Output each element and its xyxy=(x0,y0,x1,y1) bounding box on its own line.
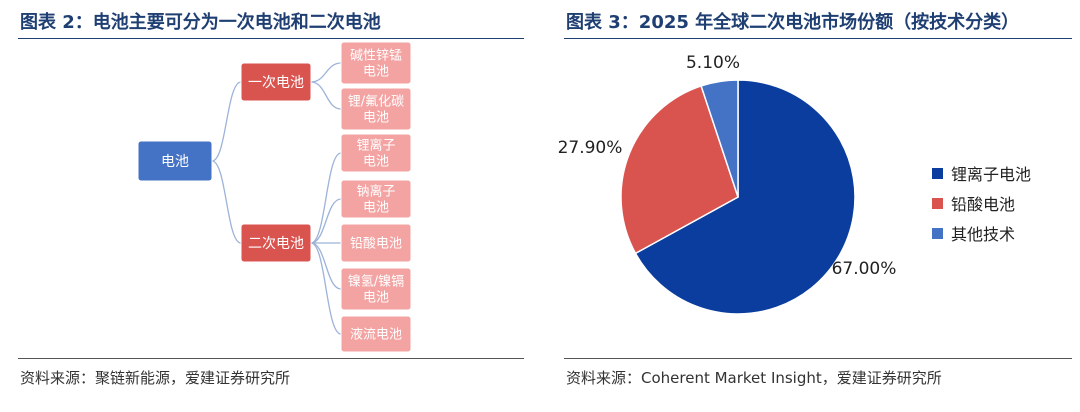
source-rule xyxy=(18,358,524,359)
node-label: 碱性锌锰 xyxy=(350,49,402,64)
figure-title: 图表 3：2025 年全球二次电池市场份额（按技术分类） xyxy=(566,12,1020,33)
title-rule xyxy=(18,38,524,39)
node-label: 铅酸电池 xyxy=(350,237,402,252)
connector-line xyxy=(310,242,342,290)
figure-source: 资料来源：聚链新能源，爱建证券研究所 xyxy=(20,369,291,387)
slice-data-label: 5.10% xyxy=(686,53,740,73)
connector-line xyxy=(310,62,342,83)
node-label: 钠离子 xyxy=(356,184,395,200)
tree-figure-panel: 图表 2：电池主要可分为一次电池和二次电池 电池 一次电池 二次电池 碱性锌锰 电池 锂/… xyxy=(0,0,532,412)
legend-swatch xyxy=(932,167,943,179)
title-rule xyxy=(564,38,1072,39)
battery-type-node: 液流电池 xyxy=(340,315,412,352)
node-label: 电池 xyxy=(363,291,389,306)
market-share-pie-chart: 67.00% 27.90% 5.10% xyxy=(558,53,897,315)
figure-source: 资料来源：Coherent Market Insight，爱建证券研究所 xyxy=(566,369,942,387)
figure-title: 图表 2：电池主要可分为一次电池和二次电池 xyxy=(20,12,381,33)
pie-slice xyxy=(700,79,739,198)
node-label: 一次电池 xyxy=(248,75,304,91)
node-label: 电池 xyxy=(363,65,389,80)
connector-line xyxy=(310,198,342,244)
legend-label: 铅酸电池 xyxy=(951,195,1016,214)
node-label: 电池 xyxy=(363,111,389,126)
legend-label: 其他技术 xyxy=(951,225,1016,244)
battery-classification-tree: 电池一次电池二次电池碱性锌锰电池锂/氟化碳电池锂离子电池钠离子电池铅酸电池镍氢/… xyxy=(137,41,412,352)
node-label: 电池 xyxy=(161,154,189,170)
pie-slice xyxy=(620,85,739,255)
connector-line xyxy=(211,160,242,244)
pie-slice xyxy=(634,79,856,315)
node-label: 电池 xyxy=(363,201,389,216)
battery-type-node: 铅酸电池 xyxy=(340,223,412,263)
connector-line xyxy=(310,242,342,335)
node-label: 锂/氟化碳 xyxy=(348,95,404,110)
root-node: 电池 xyxy=(137,140,213,182)
battery-type-node: 锂离子电池 xyxy=(340,133,412,173)
slice-data-label: 67.00% xyxy=(832,259,897,279)
slice-data-label: 27.90% xyxy=(558,138,623,158)
pie-figure-panel: 图表 3：2025 年全球二次电池市场份额（按技术分类） 67.00% 27.90… xyxy=(546,0,1080,412)
connector-line xyxy=(310,81,342,110)
chart-legend: 锂离子电池铅酸电池其他技术 xyxy=(932,158,1031,248)
legend-label: 锂离子电池 xyxy=(951,165,1032,184)
secondary-battery-node: 二次电池 xyxy=(240,223,312,263)
node-label: 电池 xyxy=(363,155,389,170)
connector-line xyxy=(211,81,242,162)
node-label: 锂离子 xyxy=(356,138,395,154)
source-rule xyxy=(564,358,1072,359)
legend-item: 铅酸电池 xyxy=(932,188,1031,218)
legend-swatch xyxy=(932,227,943,239)
legend-swatch xyxy=(932,197,943,209)
connector-line xyxy=(310,152,342,244)
node-label: 液流电池 xyxy=(350,328,402,343)
legend-item: 锂离子电池 xyxy=(932,158,1031,188)
node-label: 镍氢/镍镉 xyxy=(348,274,404,290)
legend-item: 其他技术 xyxy=(932,218,1031,248)
node-label: 二次电池 xyxy=(248,236,304,252)
primary-battery-node: 一次电池 xyxy=(240,62,312,102)
